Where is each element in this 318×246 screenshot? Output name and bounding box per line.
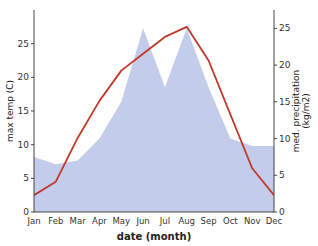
y2-tick [274,138,277,139]
y-tick-label: 15 [18,106,29,116]
x-tick-label: Nov [244,216,261,226]
y2-tick-label: 25 [279,23,290,33]
x-tick-label: Jun [135,216,149,226]
y2-tick-label: 20 [279,60,291,70]
x-axis-line [34,212,274,213]
y2-tick-label: 15 [279,97,290,107]
y2-axis-title-line: (kg/m2) [301,93,311,128]
y-tick [31,43,34,44]
y2-axis-line [274,10,275,212]
y-tick-label: 5 [23,173,29,183]
precipitation-area [34,28,274,212]
y-tick-label: 25 [18,39,29,49]
y-tick [31,111,34,112]
y2-tick [274,175,277,176]
x-tick-label: May [112,216,130,226]
y-tick-label: 10 [18,140,30,150]
y2-tick-label: 5 [279,170,285,180]
temperature-line [34,27,274,195]
x-tick-label: Dec [266,216,283,226]
chart-svg: 05101520250510152025JanFebMarAprMayJunJu… [0,0,318,246]
x-tick-label: Apr [92,216,107,226]
y2-tick [274,101,277,102]
y2-tick [274,65,277,66]
y-tick [31,212,34,213]
y2-tick-label: 10 [279,134,291,144]
x-tick-label: Feb [48,216,63,226]
x-tick-label: Aug [178,216,195,226]
plot-data [34,27,274,212]
y-axis-title: max temp (C) [5,80,15,142]
y2-axis-title: med. precipitation(kg/m2) [291,70,311,152]
x-tick-label: Sep [201,216,217,226]
x-tick-label: Jul [159,216,170,226]
y-tick [31,77,34,78]
x-tick-label: Oct [223,216,238,226]
x-axis-title: date (month) [117,231,191,242]
y-tick [31,144,34,145]
y2-axis-title-line: med. precipitation [291,70,301,152]
y2-tick [274,28,277,29]
x-tick-label: Mar [70,216,87,226]
y2-tick [274,212,277,213]
y-tick-label: 20 [18,72,30,82]
x-tick-label: Jan [26,216,40,226]
chart-container: 05101520250510152025JanFebMarAprMayJunJu… [0,0,318,246]
y-tick [31,178,34,179]
